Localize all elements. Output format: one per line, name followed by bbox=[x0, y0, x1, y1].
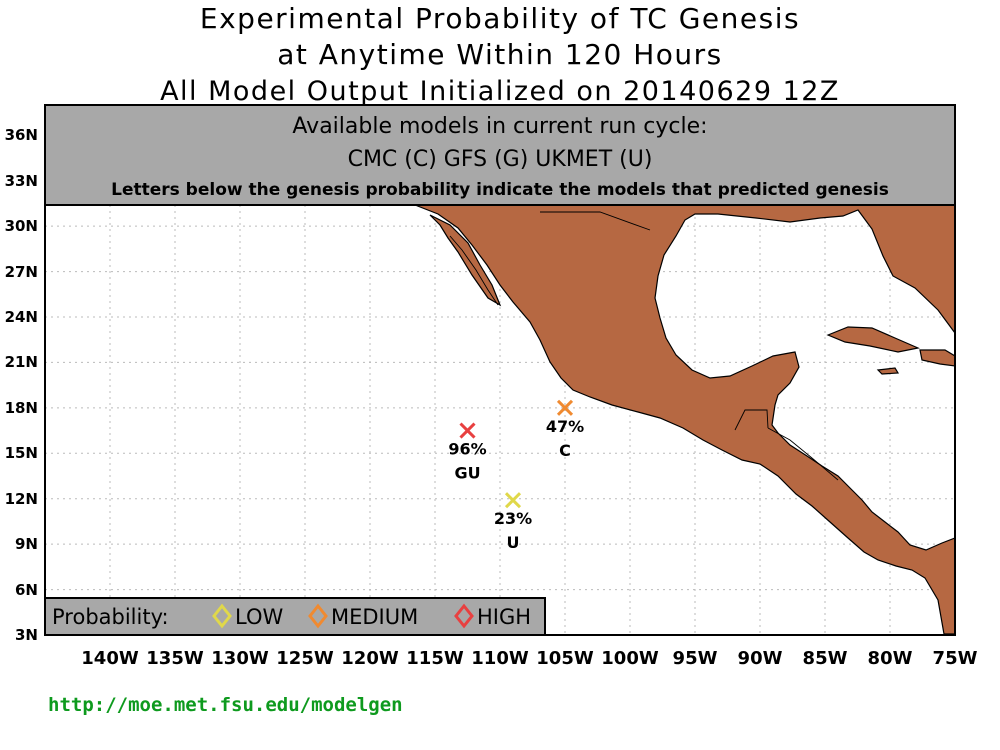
y-axis-label: 9N bbox=[15, 535, 38, 554]
jamaica bbox=[876, 367, 900, 375]
genesis-markers: 96% GU 47% C 23% U bbox=[448, 399, 584, 552]
y-axis-label: 21N bbox=[4, 353, 38, 372]
genesis-models: C bbox=[559, 441, 571, 460]
header-line-3: Letters below the genesis probability in… bbox=[111, 180, 889, 200]
x-axis-label: 115W bbox=[406, 648, 464, 669]
x-axis-label: 75W bbox=[932, 648, 978, 669]
x-mark-icon bbox=[459, 422, 476, 439]
legend-medium-diamond-icon bbox=[308, 603, 328, 629]
probability-legend: Probability: LOW MEDIUM HIGH bbox=[44, 597, 546, 636]
y-axis-label: 18N bbox=[4, 398, 38, 417]
x-axis-label: 85W bbox=[802, 648, 848, 669]
x-axis-label: 120W bbox=[341, 648, 399, 669]
x-axis-label: 130W bbox=[211, 648, 269, 669]
legend-low-label: LOW bbox=[235, 605, 283, 629]
y-axis-label: 6N bbox=[15, 580, 38, 599]
legend-item-high: HIGH bbox=[454, 603, 531, 629]
title-line-3: All Model Output Initialized on 20140629… bbox=[160, 76, 840, 107]
genesis-marker: 47% C bbox=[546, 399, 584, 460]
y-axis-label: 3N bbox=[15, 626, 38, 644]
legend-item-low: LOW bbox=[212, 603, 283, 629]
x-axis-label: 110W bbox=[471, 648, 529, 669]
source-url[interactable]: http://moe.met.fsu.edu/modelgen bbox=[48, 694, 403, 716]
x-axis-label: 95W bbox=[672, 648, 718, 669]
genesis-marker: 96% GU bbox=[448, 422, 487, 483]
title-line-2: at Anytime Within 120 Hours bbox=[277, 38, 723, 71]
x-axis-label: 100W bbox=[601, 648, 659, 669]
genesis-models: U bbox=[507, 533, 520, 552]
genesis-models: GU bbox=[454, 464, 480, 483]
gulf-of-california-coast bbox=[449, 235, 499, 306]
guatemala-border bbox=[734, 409, 769, 431]
grid bbox=[45, 205, 955, 635]
legend-item-medium: MEDIUM bbox=[308, 603, 418, 629]
y-axis-label: 24N bbox=[4, 308, 38, 326]
hispaniola bbox=[919, 349, 956, 367]
genesis-probability: 23% bbox=[494, 509, 532, 528]
x-axis-label: 140W bbox=[81, 648, 139, 669]
genesis-probability: 96% bbox=[448, 440, 486, 459]
baja-california bbox=[429, 214, 502, 307]
x-axis-label: 90W bbox=[737, 648, 783, 669]
genesis-probability: 47% bbox=[546, 417, 584, 436]
x-mark-icon bbox=[504, 492, 522, 509]
land-mass bbox=[414, 204, 956, 635]
y-axis-label: 15N bbox=[4, 444, 38, 463]
genesis-marker: 23% U bbox=[494, 492, 532, 552]
north-america-land bbox=[414, 204, 956, 635]
border-lines bbox=[449, 211, 839, 481]
x-axis-label: 125W bbox=[276, 648, 334, 669]
legend-medium-label: MEDIUM bbox=[331, 605, 418, 629]
x-axis-label: 80W bbox=[867, 648, 913, 669]
header-line-2: CMC (C) GFS (G) UKMET (U) bbox=[348, 147, 653, 172]
legend-label: Probability: bbox=[52, 605, 169, 629]
central-america-border bbox=[767, 427, 839, 481]
x-axis-label: 135W bbox=[146, 648, 204, 669]
legend-high-label: HIGH bbox=[477, 605, 531, 629]
legend-low-diamond-icon bbox=[212, 603, 232, 629]
x-mark-icon bbox=[556, 399, 574, 416]
header-box: Available models in current run cycle: C… bbox=[44, 104, 956, 206]
x-axis-label: 105W bbox=[536, 648, 594, 669]
legend-high-diamond-icon bbox=[454, 603, 474, 629]
header-line-1: Available models in current run cycle: bbox=[292, 114, 707, 139]
y-axis-label: 27N bbox=[4, 262, 38, 281]
us-mexico-border bbox=[540, 211, 651, 231]
y-axis-label: 30N bbox=[4, 217, 38, 236]
title-line-1: Experimental Probability of TC Genesis bbox=[199, 2, 801, 35]
y-axis-label: 12N bbox=[4, 489, 38, 508]
y-axis-label: 36N bbox=[4, 126, 38, 145]
cuba bbox=[826, 326, 920, 353]
y-axis-label: 33N bbox=[4, 171, 38, 190]
